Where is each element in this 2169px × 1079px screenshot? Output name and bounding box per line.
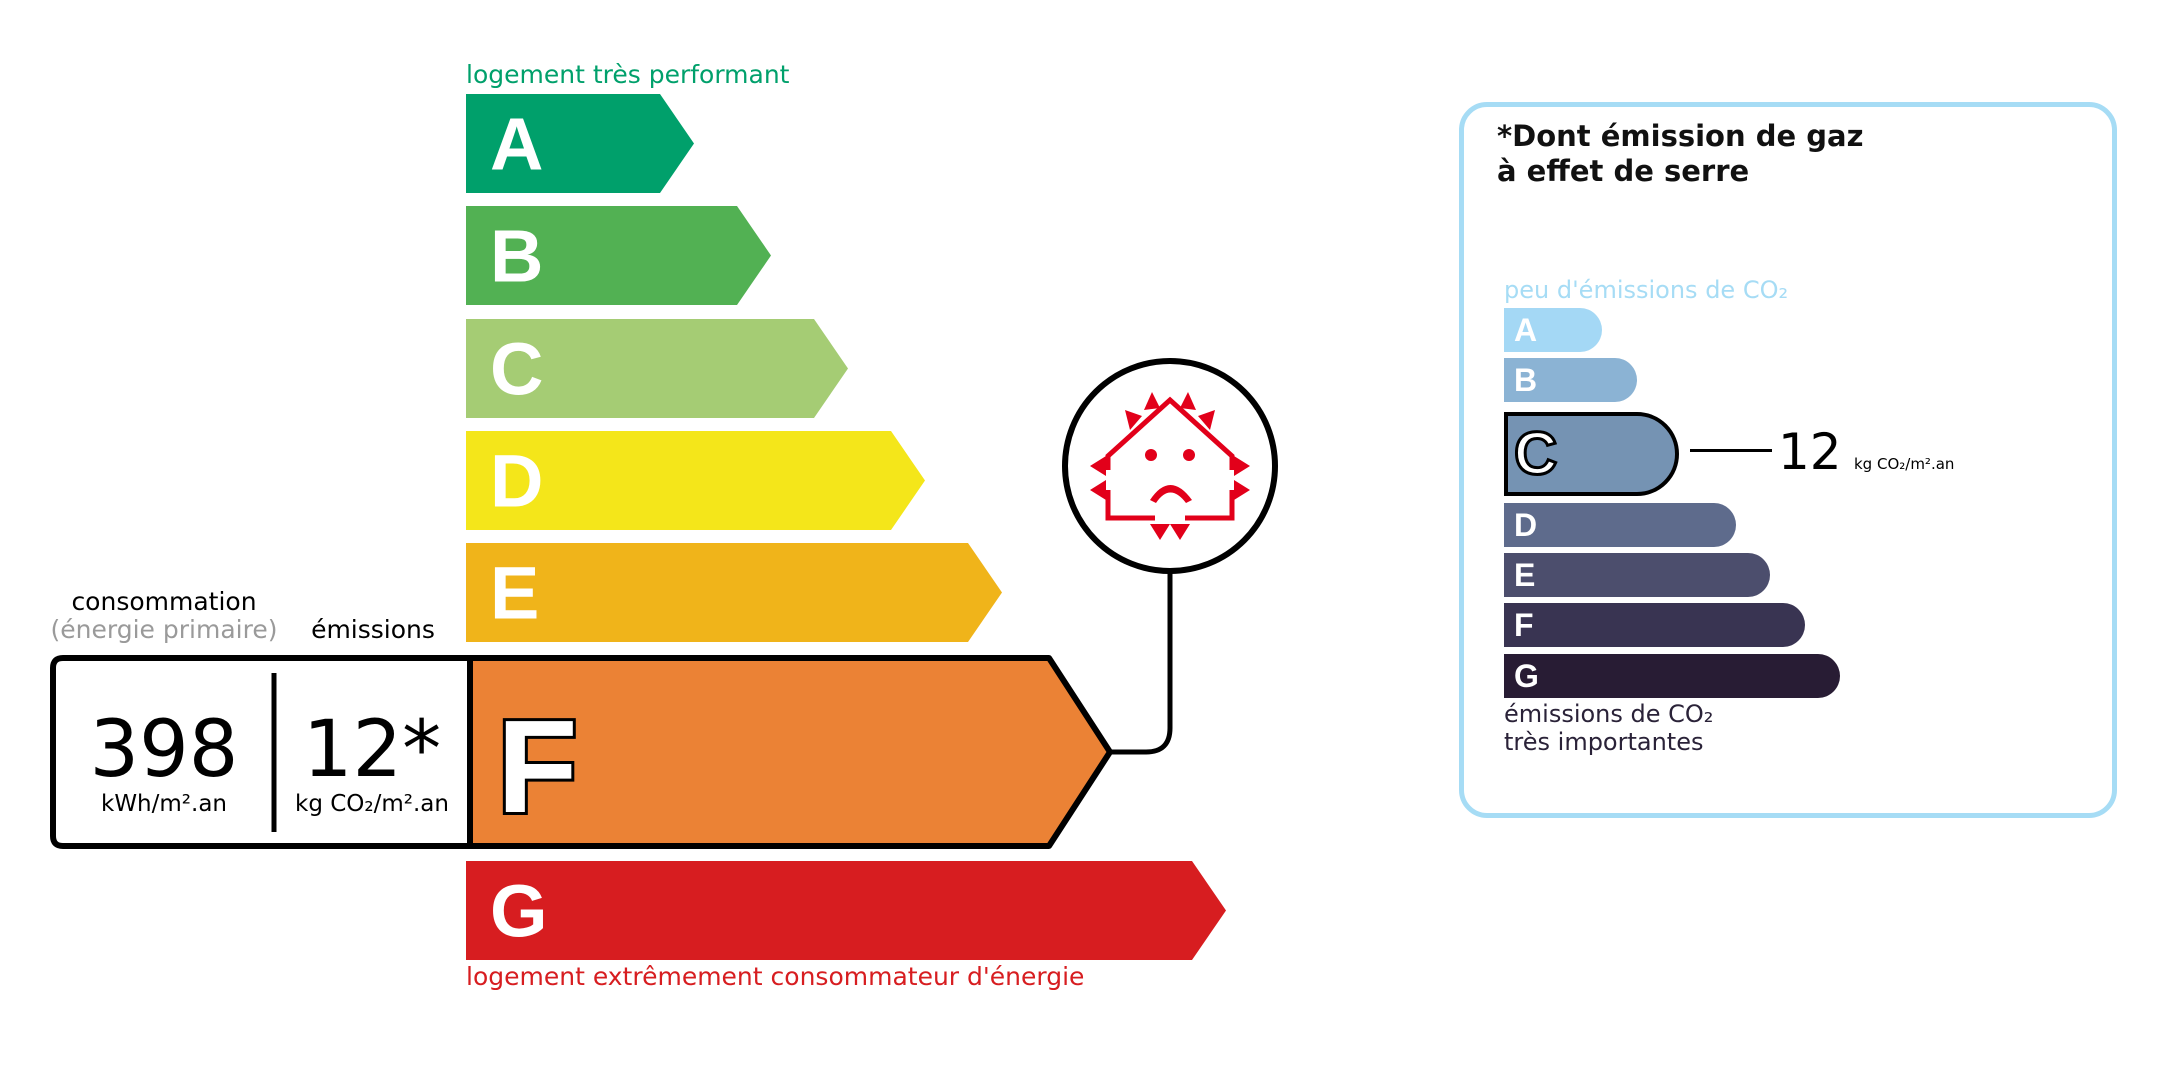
- ghg-class-bar-d: D: [1504, 503, 1736, 547]
- ghg-class-letter: C: [1512, 419, 1558, 489]
- ghg-class-letter: B: [1514, 362, 1538, 398]
- ghg-class-bar-a: A: [1504, 308, 1602, 352]
- poorly-insulated-house-sad-face-icon: [1062, 358, 1278, 574]
- ghg-panel: [1459, 102, 2117, 818]
- ghg-class-letter: A: [1514, 312, 1538, 348]
- ghg-class-letter: G: [1514, 658, 1539, 694]
- ghg-bottom-label-line2: très importantes: [1504, 728, 1704, 756]
- consumption-sublabel: (énergie primaire): [50, 615, 278, 644]
- value-box: [50, 655, 473, 849]
- consumption-value: 398: [89, 705, 239, 795]
- energy-class-bar-a: [466, 94, 694, 193]
- ghg-class-bar-b: B: [1504, 358, 1637, 402]
- consumption-label: consommation: [71, 587, 257, 616]
- energy-bottom-label: logement extrêmement consommateur d'éner…: [466, 962, 1085, 991]
- energy-class-bar-b: [466, 206, 771, 305]
- energy-class-letter: G: [490, 870, 548, 953]
- energy-class-bar-c: [466, 319, 848, 418]
- ghg-title-line2: à effet de serre: [1497, 154, 1750, 188]
- energy-class-letter: D: [490, 440, 543, 523]
- consumption-unit: kWh/m².an: [101, 791, 227, 817]
- ghg-class-bar-e: E: [1504, 553, 1770, 597]
- emissions-label: émissions: [311, 615, 435, 644]
- emissions-value: 12*: [302, 705, 442, 795]
- connector-line: [1110, 571, 1173, 755]
- ghg-class-letter: E: [1514, 557, 1536, 593]
- energy-class-bar-e: [466, 543, 1002, 642]
- energy-top-label: logement très performant: [466, 60, 790, 89]
- energy-class-letter: A: [490, 103, 543, 186]
- energy-class-bar-g: [466, 861, 1226, 960]
- ghg-class-letter: D: [1514, 507, 1538, 543]
- ghg-top-label: peu d'émissions de CO₂: [1504, 276, 1789, 304]
- energy-class-letter: B: [490, 215, 543, 298]
- ghg-title-line1: *Dont émission de gaz: [1497, 119, 1864, 153]
- ghg-class-letter: F: [1514, 607, 1534, 643]
- energy-class-bar-d: [466, 431, 925, 530]
- energy-class-letter: C: [490, 328, 543, 411]
- selected-class-letter: F: [497, 693, 578, 840]
- energy-class-letter: E: [490, 552, 539, 635]
- ghg-class-bar-f: F: [1504, 603, 1805, 647]
- ghg-class-bar-g: G: [1504, 654, 1840, 698]
- ghg-connector-line: [1690, 449, 1772, 452]
- ghg-unit: kg CO₂/m².an: [1854, 455, 1955, 473]
- ghg-bottom-label-line1: émissions de CO₂: [1504, 700, 1714, 728]
- emissions-unit: kg CO₂/m².an: [295, 791, 449, 817]
- ghg-value: 12: [1778, 423, 1842, 481]
- ghg-class-bar-c: C: [1504, 412, 1679, 496]
